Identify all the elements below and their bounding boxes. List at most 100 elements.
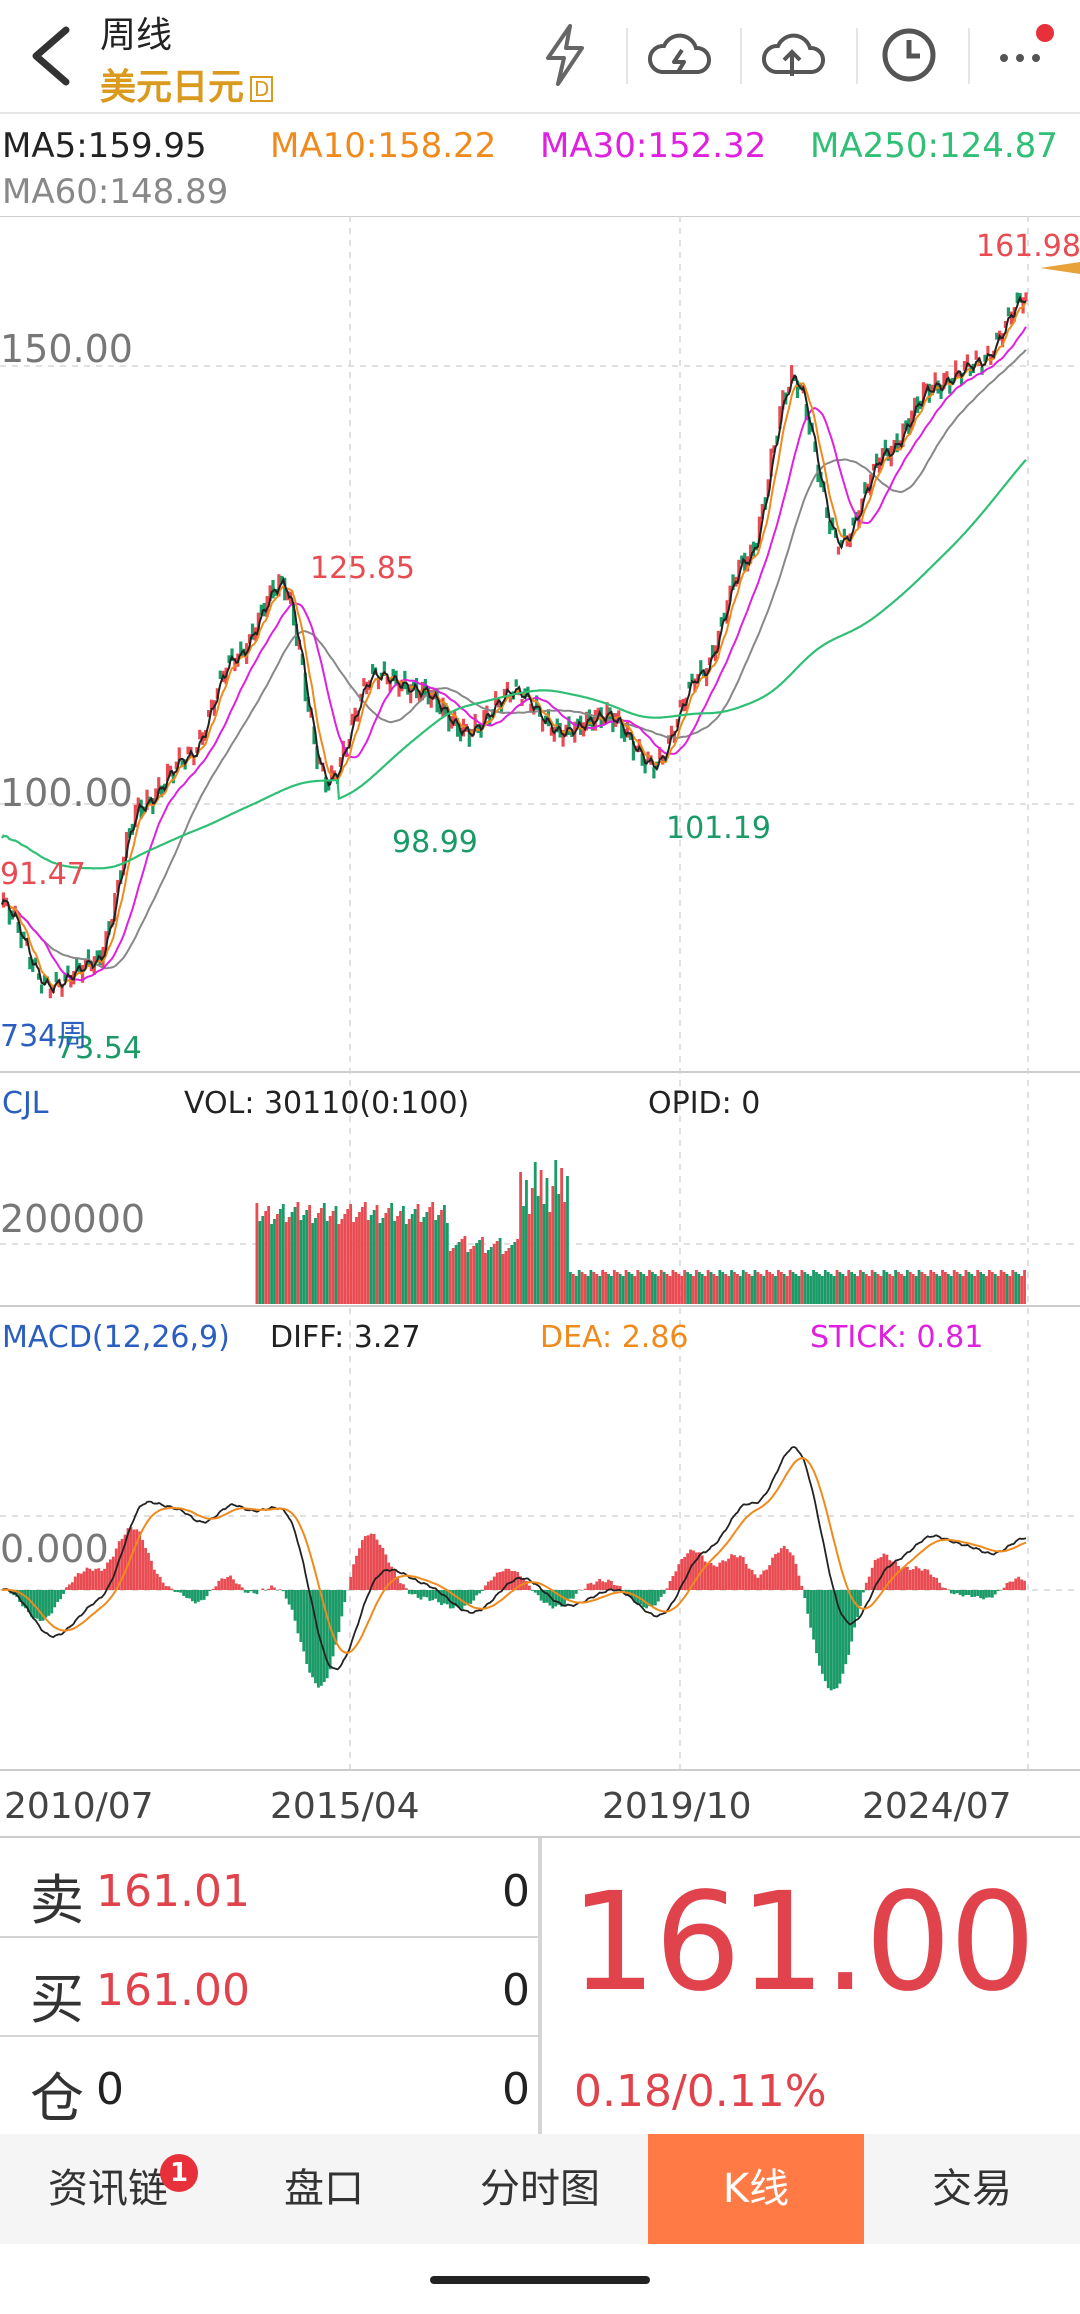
macd-lines [1,1446,1027,1671]
macd-bar [715,1566,719,1590]
macd-bar [50,1590,54,1614]
macd-bar [226,1577,230,1590]
candle [136,797,140,812]
macd-bar [176,1590,180,1593]
candle [95,950,99,963]
macd-bar [35,1590,39,1619]
volume-bar [847,1270,851,1304]
macd-bar [349,1576,353,1590]
position-row[interactable]: 仓 0 0 [0,2036,538,2134]
macd-bar [712,1565,716,1590]
volume-bar [513,1242,517,1304]
macd-bar [135,1529,139,1590]
macd-bar [504,1568,508,1590]
cloud-sync-icon[interactable] [644,20,714,90]
macd-bar [612,1585,616,1590]
volume-bar [700,1274,704,1304]
candle [473,713,477,732]
buy-row[interactable]: 买 161.00 0 [0,1937,538,2037]
position-qty: 0 [502,2064,530,2115]
macd-bar [797,1575,801,1590]
macd-bar [396,1578,399,1590]
sell-row[interactable]: 卖 161.01 0 [0,1838,538,1938]
volume-bar [867,1276,871,1304]
cjl-label: CJL [2,1086,49,1121]
volume-bar [706,1270,710,1304]
volume-bar [744,1272,748,1304]
ma60-value: MA60:148.89 [2,172,229,212]
macd-bar [311,1590,314,1678]
volume-bar [501,1254,505,1304]
macd-bar [322,1590,326,1683]
macd-bar [498,1572,502,1590]
macd-bar [853,1590,857,1628]
candle [552,727,556,742]
candle [250,623,255,640]
volume-bar [390,1203,394,1304]
macd-bar [724,1561,728,1590]
macd-bar [147,1553,150,1590]
volume-bar [384,1213,388,1304]
cloud-upload-icon[interactable] [758,20,828,90]
volume-bar [363,1202,367,1304]
volume-bar [589,1270,593,1304]
macd-bar [993,1590,997,1595]
volume-bar [970,1274,974,1304]
ma30-value: MA30:152.32 [540,126,767,166]
dea-value: DEA: 2.86 [540,1320,689,1355]
candle [699,660,703,675]
macd-bar [973,1590,977,1597]
candle [930,384,934,396]
volume-bar [791,1272,795,1304]
macd-bar [1005,1582,1009,1590]
news-badge: 1 [160,2154,198,2192]
tab-intraday[interactable]: 分时图 [480,2166,600,2212]
candle [980,367,984,375]
candle [239,641,243,657]
volume-bar [290,1212,294,1304]
candle [652,767,656,779]
tab-trade[interactable]: 交易 [932,2166,1012,2212]
macd-bar [290,1590,294,1610]
tab-news[interactable]: 资讯链 [48,2166,168,2212]
volume-bar [460,1239,464,1304]
buy-label: 买 [30,1968,84,2031]
volume-bar [897,1272,900,1304]
candle [514,679,518,687]
volume-bar [785,1276,789,1304]
candle [324,776,328,793]
volume-bar [946,1274,950,1304]
volume-bar [413,1209,417,1304]
macd-bar [252,1590,256,1594]
volume-bar [779,1272,783,1304]
candle [707,657,712,666]
volume-bar [530,1188,534,1304]
candle [669,725,674,738]
macd-bar [525,1580,528,1590]
volume-bar [404,1224,408,1304]
candle [1000,333,1005,348]
clock-icon[interactable] [874,20,944,90]
back-arrow-icon[interactable] [22,22,82,90]
tab-kline[interactable]: K线 [648,2134,864,2244]
bottom-tab-bar: 资讯链 1 盘口 分时图 K线 交易 [0,2134,1080,2244]
volume-bar [768,1272,772,1304]
candle [804,404,808,421]
macd-bar [987,1590,991,1598]
macd-bar [79,1573,83,1590]
candle [737,559,741,584]
candle [435,689,439,713]
candle [31,959,35,972]
kline-chart[interactable]: 150.00 100.00 161.98 125.85 98.99 101.19… [0,216,1080,1786]
candle [877,457,882,473]
macd-bar [516,1572,520,1590]
tab-orderbook[interactable]: 盘口 [284,2166,364,2212]
macd-bar [668,1581,672,1590]
lightning-icon[interactable] [530,20,600,90]
more-icon[interactable] [990,20,1060,90]
volume-bar [276,1214,279,1304]
macd-bar [117,1541,121,1590]
macd-bar [823,1590,827,1682]
macd-bar [325,1590,329,1679]
volume-bar [820,1276,824,1304]
